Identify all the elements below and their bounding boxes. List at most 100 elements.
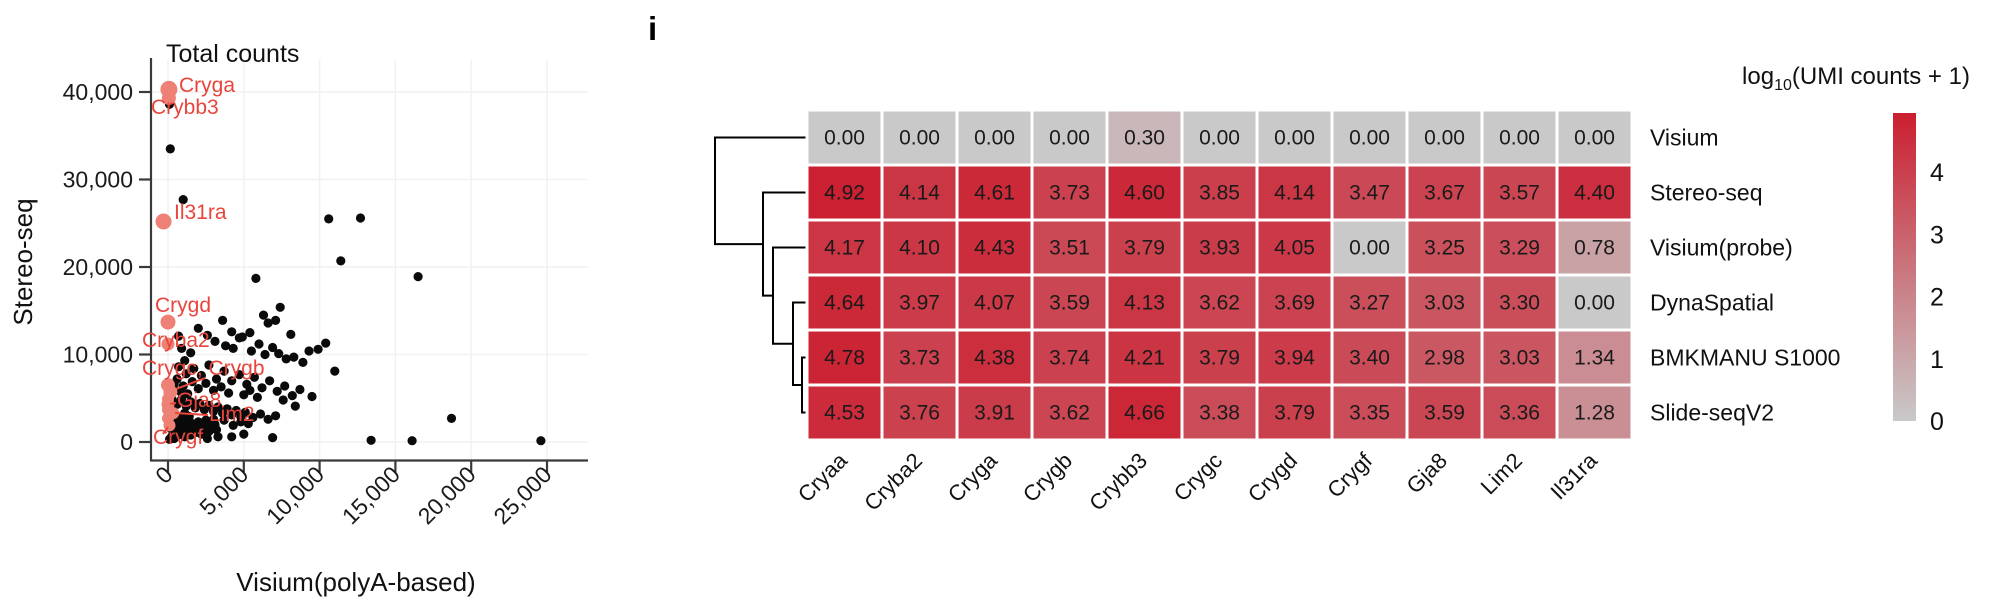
heatmap-row-label: BMKMANU S1000 (1650, 345, 1840, 371)
heatmap-row-label: Slide-seqV2 (1650, 400, 1774, 426)
heatmap-cell-value: 3.94 (1274, 347, 1315, 370)
heatmap-cell (1030, 273, 1109, 332)
heatmap-cell-value: 4.64 (824, 292, 865, 315)
heatmap-cell-value: 4.43 (974, 237, 1015, 260)
heatmap-cell (805, 383, 884, 442)
data-point (355, 213, 366, 223)
gene-label: Crygf (153, 426, 203, 449)
data-point (180, 356, 190, 366)
heatmap-cell-value: 3.59 (1424, 402, 1465, 425)
data-point (221, 341, 231, 351)
heatmap-cell-value: 3.38 (1199, 402, 1240, 425)
heatmap-column-label: Il31ra (1545, 447, 1602, 504)
heatmap-cell-value: 3.03 (1424, 292, 1465, 315)
heatmap-cell-value: 4.38 (974, 347, 1015, 370)
heatmap-column-label: Crygc (1169, 448, 1227, 506)
heatmap-cell-value: 3.74 (1049, 347, 1090, 370)
heatmap-row-labels: Visium Stereo-seq Visium(probe) DynaSpatial… (1650, 125, 1840, 426)
data-point (182, 413, 192, 423)
heatmap-cell-value: 4.92 (824, 182, 865, 205)
heatmap-cell-value: 3.03 (1499, 347, 1540, 370)
heatmap-column-label: Gja8 (1401, 448, 1452, 499)
data-point (202, 330, 212, 340)
heatmap-cell (1405, 383, 1484, 442)
data-point (177, 394, 187, 404)
data-point (298, 357, 308, 367)
data-point (186, 348, 196, 358)
y-tick-label: 0 (120, 429, 133, 455)
data-point (201, 378, 211, 388)
leader-line (170, 377, 206, 392)
data-point (219, 415, 229, 425)
heatmap-cell-value: 0.00 (1049, 127, 1090, 150)
heatmap-column-labels: Cryaa Cryba2 Cryga Crygb Crybb3 Crygc Crygd Cry… (793, 447, 1603, 515)
heatmap-cell (1555, 108, 1634, 167)
heatmap-row-label: Stereo-seq (1650, 180, 1763, 206)
data-point (258, 310, 269, 320)
heatmap-cell-value: 4.14 (899, 182, 940, 205)
leader-line (169, 402, 177, 405)
data-point (213, 432, 223, 442)
data-point (255, 409, 266, 419)
data-point (218, 315, 228, 325)
data-point (275, 302, 285, 312)
heatmap-cell (805, 108, 884, 167)
heatmap-cell (1180, 218, 1259, 277)
data-point (219, 366, 229, 376)
heatmap-column-label: Crygb (1018, 448, 1077, 507)
data-point (211, 374, 222, 384)
heatmap-cell-value: 4.14 (1274, 182, 1315, 205)
data-point (211, 425, 222, 435)
heatmap-row-label: DynaSpatial (1650, 290, 1774, 316)
heatmap-cell (1255, 108, 1334, 167)
data-point (210, 336, 220, 346)
heatmap-cell-value: 4.40 (1574, 182, 1615, 205)
gene-label: Gja8 (177, 389, 221, 412)
heatmap-cell-value: 3.79 (1199, 347, 1240, 370)
data-point (330, 366, 340, 376)
heatmap-cell-value: 3.30 (1499, 292, 1540, 315)
heatmap-cell-value: 3.73 (1049, 182, 1090, 205)
data-point (177, 343, 187, 353)
data-point (274, 349, 284, 359)
data-point (193, 323, 203, 333)
data-point (263, 414, 273, 424)
colorbar-tick-label: 1 (1930, 346, 1944, 374)
heatmap-cell (880, 108, 959, 167)
data-point (278, 395, 288, 405)
heatmap-cell-value: 3.69 (1274, 292, 1315, 315)
heatmap-cell-value: 4.53 (824, 402, 865, 425)
heatmap-cell-value: 0.30 (1124, 127, 1165, 150)
heatmap-cell-value: 0.00 (974, 127, 1015, 150)
data-point (174, 331, 184, 341)
heatmap-cell-value: 4.60 (1124, 182, 1165, 205)
data-point (246, 346, 256, 356)
heatmap-cell-value: 3.91 (974, 402, 1015, 425)
data-point (336, 256, 346, 266)
gene-label: Cryga (179, 74, 235, 97)
scatter-gridlines (152, 60, 588, 460)
data-point (227, 327, 237, 337)
data-point (304, 346, 314, 356)
gene-label: Cryba2 (142, 329, 210, 352)
colorbar-tick-label: 0 (1930, 408, 1944, 436)
y-tick-label: 20,000 (63, 254, 133, 280)
heatmap-panel: 0.00 0.00 0.00 0.00 0.30 0.00 0.00 0.00 0.00 0.00… (714, 63, 1970, 516)
colorbar-tick-label: 2 (1930, 284, 1944, 312)
data-point (289, 352, 299, 362)
data-point (202, 433, 212, 444)
gene-label: Lim2 (209, 403, 255, 426)
y-tick-label: 10,000 (63, 342, 133, 368)
data-point (249, 372, 259, 382)
heatmap-cell-value: 3.73 (899, 347, 940, 370)
data-point (243, 419, 253, 429)
data-point (271, 411, 281, 421)
heatmap-cell-value: 4.10 (899, 237, 940, 260)
gene-label: Crygd (155, 294, 211, 317)
data-point (446, 413, 457, 423)
colorbar-tick-label: 3 (1930, 221, 1944, 249)
scatter-text-labels: Total counts Stereo-seq Visium(polyA-based… (8, 40, 476, 597)
colorbar-title: log10(UMI counts + 1) (1742, 63, 1970, 94)
